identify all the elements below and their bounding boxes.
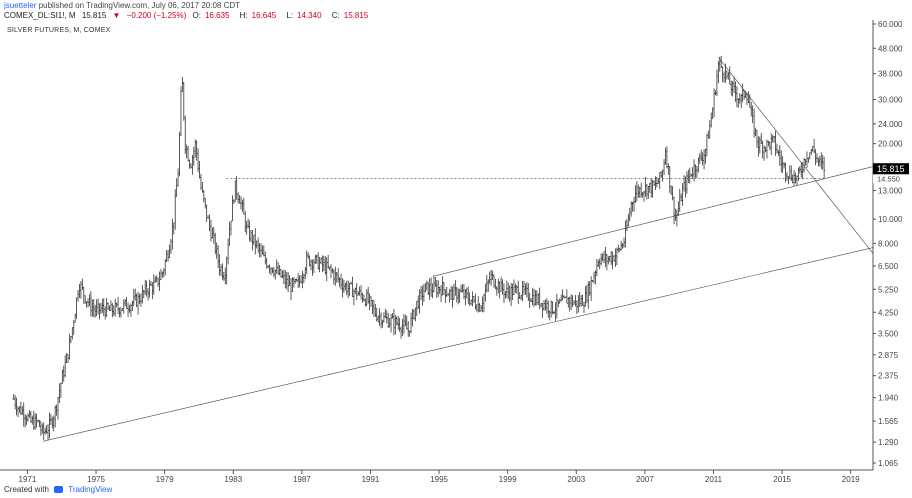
level-label: 14.550	[877, 174, 900, 183]
y-tick-label: 8.000	[878, 239, 899, 248]
time-axis: 1971 1975 1979 1983 1987 1991 1995 1999 2003 2007…	[19, 470, 860, 484]
close-label: C:	[331, 11, 340, 20]
trendlines	[42, 57, 874, 442]
y-tick-label: 48.000	[878, 44, 903, 53]
y-tick-label: 1.065	[878, 459, 899, 468]
low-value: 14.340	[297, 11, 322, 20]
x-tick-label: 2011	[705, 475, 723, 484]
ohlc-bars	[12, 55, 826, 441]
y-tick-label: 2.375	[878, 372, 899, 381]
x-tick-label: 2015	[773, 475, 791, 484]
tradingview-link[interactable]: TradingView	[68, 485, 113, 494]
price-axis: 60.00048.00038.00030.00024.00020.00016.0…	[873, 20, 903, 468]
x-tick-label: 2003	[567, 475, 585, 484]
last-price-label: 15.815	[877, 164, 905, 174]
high-value: 16.645	[251, 11, 277, 20]
close-ohlc-value: 15.815	[343, 11, 369, 20]
y-tick-label: 3.500	[878, 329, 899, 338]
open-value: 16.635	[204, 11, 230, 20]
y-tick-label: 20.000	[878, 140, 903, 149]
y-tick-label: 38.000	[878, 70, 903, 79]
x-tick-label: 1991	[362, 475, 380, 484]
level-badge	[873, 174, 909, 184]
last-price-badge	[873, 163, 909, 176]
y-tick-label: 24.000	[878, 120, 903, 129]
x-tick-label: 1995	[430, 475, 448, 484]
footer: Created with TradingView	[4, 485, 112, 494]
x-tick-label: 1975	[87, 475, 105, 484]
open-label: O:	[192, 11, 201, 20]
trendline	[435, 166, 874, 276]
y-tick-label: 1.940	[878, 394, 899, 403]
x-tick-label: 2019	[842, 475, 860, 484]
low-label: L:	[286, 11, 294, 20]
symbol-header: COMEX_DL:SI1!, M 15.815 ▼ −0.200 (−1.25%…	[4, 11, 376, 20]
chart-title: SILVER FUTURES, M, COMEX	[7, 27, 111, 34]
tradingview-logo-icon	[54, 486, 64, 493]
y-tick-label: 60.000	[878, 20, 903, 29]
y-tick-label: 6.500	[878, 262, 899, 271]
trendline	[42, 247, 874, 442]
author-link[interactable]: jsuetteler	[4, 1, 37, 10]
chart-frame	[0, 20, 912, 498]
symbol-label: COMEX_DL:SI1!, M	[4, 11, 76, 20]
y-tick-label: 1.290	[878, 438, 899, 447]
y-tick-label: 4.250	[878, 308, 899, 317]
x-tick-label: 1999	[499, 475, 517, 484]
x-tick-label: 1979	[156, 475, 174, 484]
y-tick-label: 5.250	[878, 285, 899, 294]
y-tick-label: 10.000	[878, 215, 903, 224]
publish-info: published on TradingView.com, July 06, 2…	[38, 1, 241, 10]
high-label: H:	[239, 11, 248, 20]
publish-header: jsuetteler published on TradingView.com,…	[4, 1, 240, 10]
x-tick-label: 1987	[293, 475, 311, 484]
x-tick-label: 1971	[19, 475, 37, 484]
y-tick-label: 30.000	[878, 95, 903, 104]
y-tick-label: 2.875	[878, 351, 899, 360]
x-tick-label: 1983	[224, 475, 242, 484]
x-tick-label: 2007	[636, 475, 654, 484]
down-arrow-icon: ▼	[112, 11, 121, 20]
created-with-label: Created with	[4, 485, 49, 494]
close-value: 15.815	[81, 11, 107, 20]
y-tick-label: 13.000	[878, 187, 903, 196]
y-tick-label: 1.565	[878, 417, 899, 426]
change-value: −0.200 (−1.25%)	[126, 11, 187, 20]
trendline	[718, 57, 874, 254]
